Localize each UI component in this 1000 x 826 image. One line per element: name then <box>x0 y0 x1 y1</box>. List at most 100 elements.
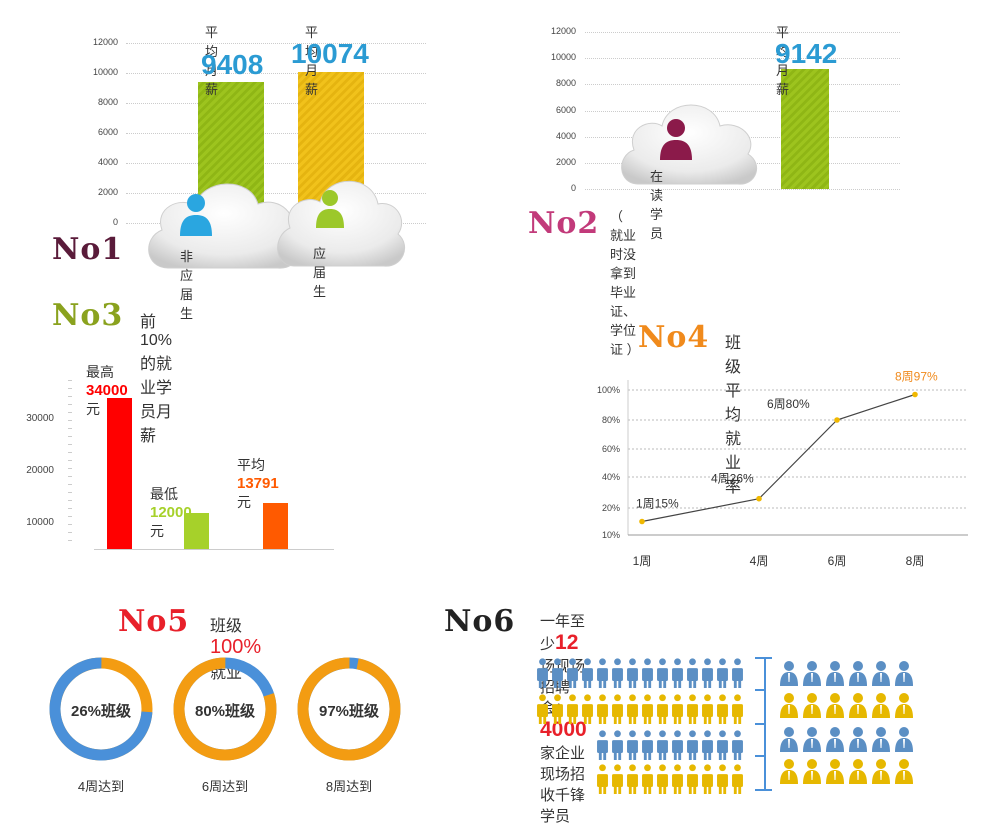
no4-title: 班级平均就业率 <box>725 335 742 496</box>
grid-line <box>126 43 426 44</box>
grid-line <box>585 189 900 190</box>
point-label: 1周15% <box>636 497 679 511</box>
data-point <box>756 495 762 502</box>
person-icon <box>702 658 713 688</box>
bar-caption: 平均月薪 <box>776 25 790 97</box>
business-person-icon <box>780 727 798 752</box>
business-person-icon <box>895 759 913 784</box>
person-icon <box>657 730 668 760</box>
business-person-icon <box>895 727 913 752</box>
person-icon <box>732 658 743 688</box>
x-tick-label: 4周 <box>750 554 769 568</box>
business-person-icon <box>849 727 867 752</box>
no3-label: No3 <box>52 298 124 333</box>
point-label: 6周80% <box>767 397 810 411</box>
y-tick-label: 4000 <box>97 157 118 167</box>
business-person-icon <box>826 661 844 686</box>
business-person-icon <box>826 759 844 784</box>
person-icon <box>537 658 548 688</box>
donut-caption-2: 6周达到 <box>201 779 249 794</box>
business-person-icon <box>872 661 890 686</box>
business-person-icon <box>849 693 867 718</box>
no6-label: No6 <box>444 604 516 639</box>
grid-line <box>585 32 900 33</box>
grid-line <box>126 193 426 194</box>
bar-min <box>184 512 209 549</box>
person-icon <box>702 694 713 724</box>
person-icon <box>672 694 683 724</box>
person-icon <box>732 694 743 724</box>
y-tick-label: 8000 <box>555 78 576 89</box>
person-icon <box>597 658 608 688</box>
business-person-icon <box>803 727 821 752</box>
y-tick-label: 10000 <box>92 67 118 77</box>
y-tick-label: 20% <box>602 503 620 513</box>
business-person-icon <box>780 759 798 784</box>
person-icon <box>537 694 548 724</box>
y-tick-label: 30000 <box>26 412 54 424</box>
y-tick-label: 12000 <box>92 37 118 47</box>
bar1-caption: 平均月薪 <box>205 25 219 97</box>
y-tick-label: 10000 <box>550 52 576 63</box>
no5-label: No5 <box>118 604 190 639</box>
business-person-icon <box>872 693 890 718</box>
person-icon <box>717 764 728 794</box>
person-icon <box>672 658 683 688</box>
person-icon <box>672 764 683 794</box>
person-icon <box>642 658 653 688</box>
person-icon <box>687 764 698 794</box>
x-tick-label: 1周 <box>633 554 652 568</box>
y-tick-label: 40% <box>602 472 620 482</box>
business-person-icon <box>895 693 913 718</box>
y-tick-label: 2000 <box>555 156 576 167</box>
person-icon <box>612 764 623 794</box>
person-icon <box>582 658 593 688</box>
person-icon <box>567 658 578 688</box>
bracket <box>755 657 772 791</box>
grid-line <box>126 103 426 104</box>
grid-line <box>585 84 900 86</box>
no4-label: No4 <box>638 320 710 355</box>
business-person-icon <box>780 661 798 686</box>
bar-students <box>781 69 829 189</box>
people-grid <box>537 657 913 794</box>
person-icon <box>612 658 623 688</box>
bar-avg <box>263 503 288 549</box>
donut-label-3: 97%班级 <box>318 703 380 720</box>
no1-label: No1 <box>52 232 124 267</box>
label-min: 最低12000 元 <box>150 486 192 539</box>
y-tick-label: 8000 <box>97 97 118 107</box>
grid-line <box>585 58 900 60</box>
y-tick-label: 20000 <box>26 464 54 476</box>
person-icon <box>627 730 638 760</box>
cloud-label-non-graduate: 非应届生 <box>180 249 194 321</box>
person-icon <box>702 730 713 760</box>
bar1-value: 9408 <box>201 49 264 80</box>
cloud-students <box>621 104 758 185</box>
y-tick-label: 60% <box>602 444 620 454</box>
person-icon <box>567 694 578 724</box>
x-tick-label: 8周 <box>906 554 925 568</box>
line-chart: 100% 80% 60% 40% 20% 10% 1周15% 1周 4周26% 4周 6周80% 6周… <box>597 370 968 568</box>
y-tick-label: 4000 <box>555 130 576 141</box>
person-icon <box>732 730 743 760</box>
business-person-icon <box>826 727 844 752</box>
person-icon <box>717 730 728 760</box>
person-icon <box>612 694 623 724</box>
bar2-value: 10074 <box>291 38 369 69</box>
y-tick-label: 6000 <box>555 104 576 115</box>
cloud-label-students: 在读学员 <box>650 169 664 241</box>
person-green-icon <box>316 190 344 228</box>
donut-label-1: 26%班级 <box>70 703 132 720</box>
business-person-icon <box>895 661 913 686</box>
axis-line <box>94 549 334 550</box>
y-tick-label: 0 <box>112 217 118 227</box>
donut-segment <box>49 657 153 761</box>
person-icon <box>672 730 683 760</box>
person-icon <box>627 658 638 688</box>
y-tick-label: 80% <box>602 415 620 425</box>
person-icon <box>657 694 668 724</box>
person-icon <box>702 764 713 794</box>
point-label: 4周26% <box>711 472 754 486</box>
person-icon <box>642 730 653 760</box>
